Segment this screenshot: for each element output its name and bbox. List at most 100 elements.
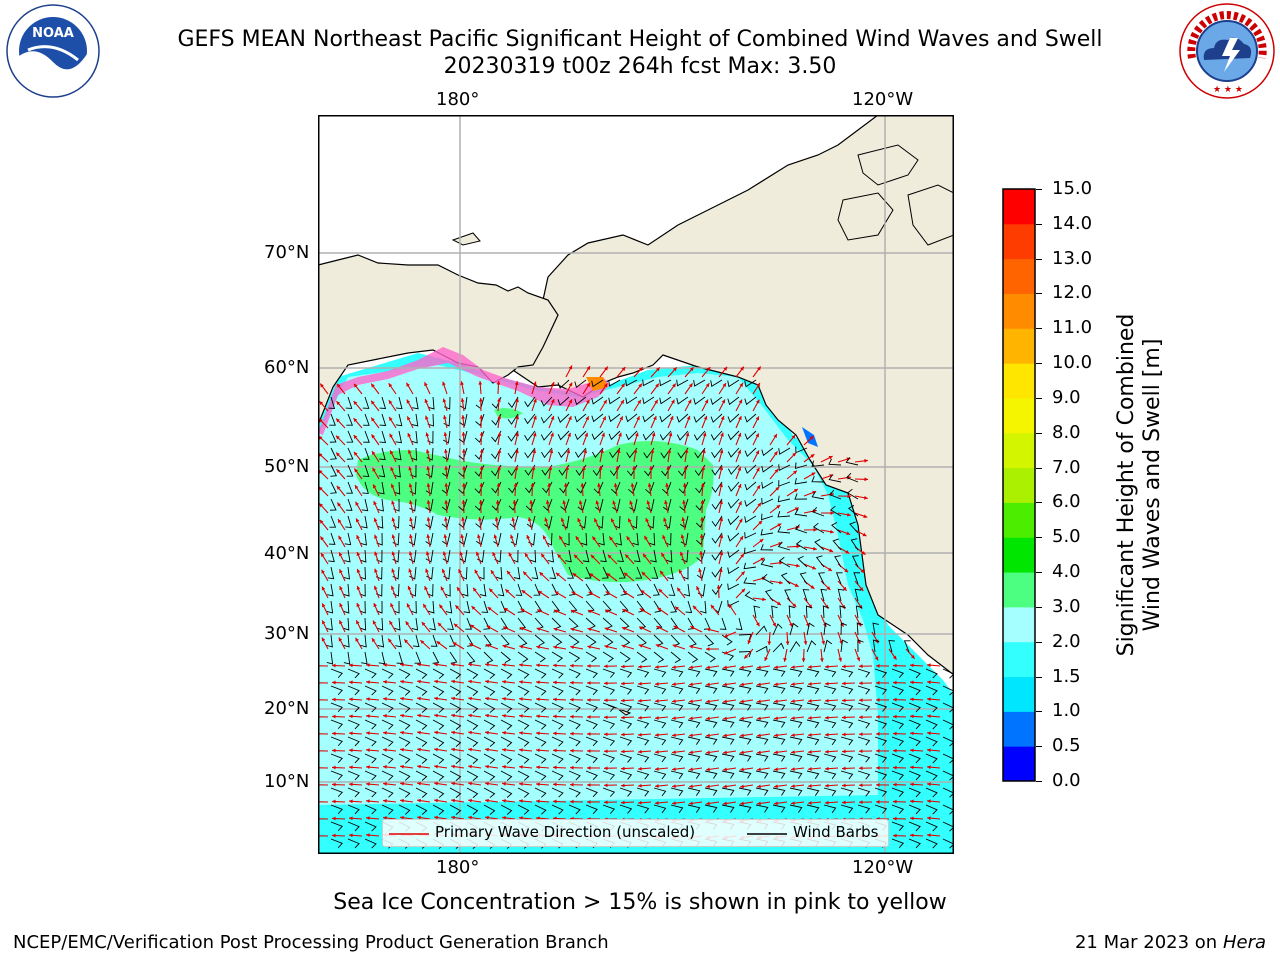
wave-direction-arrowhead (719, 500, 723, 505)
wind-barb (619, 804, 633, 814)
wave-direction-arrowhead (408, 483, 413, 488)
wind-barb (772, 642, 785, 653)
wave-direction-arrowhead (604, 800, 608, 805)
wave-direction-arrowhead (336, 435, 340, 440)
wave-direction-arrowhead (532, 449, 537, 454)
wind-barb (364, 838, 377, 849)
wave-direction-arrowhead (621, 783, 625, 788)
wind-barb (483, 668, 496, 679)
wave-direction-arrowhead (371, 638, 376, 643)
wind-barb (683, 583, 691, 597)
wind-barb (377, 634, 385, 648)
wind-barb (704, 719, 718, 728)
wind-barb (330, 447, 337, 460)
wave-direction-arrowhead (846, 531, 851, 536)
wind-barb (347, 804, 360, 815)
wave-direction-arrowhead (927, 765, 931, 770)
wind-barb (517, 600, 525, 613)
wind-barb (347, 838, 360, 849)
wave-direction-arrowhead (927, 731, 931, 736)
wind-barb (685, 600, 693, 613)
wind-barb (558, 447, 570, 458)
wind-barb (449, 719, 462, 730)
colorbar-tick-label: 3.0 (1052, 595, 1081, 617)
wind-barb (517, 770, 530, 781)
wave-direction-arrowhead (607, 554, 612, 559)
wave-direction-arrowhead (557, 554, 562, 559)
wave-direction-arrowhead (744, 654, 749, 659)
wave-direction-arrowhead (425, 568, 429, 573)
wind-barb (682, 566, 689, 580)
wave-direction-arrowhead (485, 643, 490, 648)
colorbar-tick-mark (1036, 189, 1042, 190)
wind-barb (449, 753, 462, 764)
wave-direction-arrowhead (519, 680, 523, 684)
wave-direction-arrowhead (383, 765, 387, 769)
wave-direction-arrowhead (322, 603, 326, 608)
wind-barb (534, 787, 547, 798)
wind-barb (772, 736, 786, 745)
wave-direction-arrowhead (791, 716, 795, 721)
wind-barb (602, 770, 616, 780)
wave-direction-arrowhead (366, 782, 370, 787)
wave-direction-arrowhead (451, 747, 455, 752)
wind-barb (828, 458, 842, 466)
wind-barb (551, 719, 564, 730)
wind-barb (744, 396, 757, 406)
wave-direction-arrowhead (400, 662, 404, 667)
wave-direction-arrowhead (451, 815, 455, 820)
wind-barb (760, 544, 774, 551)
wind-barb (379, 396, 387, 409)
wave-direction-arrowhead (615, 466, 620, 470)
wind-barb (398, 719, 411, 730)
wind-barb (727, 498, 740, 509)
wind-barb (412, 396, 419, 410)
wave-direction-arrowhead (910, 799, 914, 804)
wave-direction-legend-line (389, 833, 429, 835)
wind-barb (525, 498, 536, 511)
wave-direction-arrowhead (366, 714, 370, 719)
wave-direction-arrowhead (876, 714, 880, 719)
land-alaska-canada (497, 115, 954, 676)
wave-direction-arrowhead (332, 816, 336, 821)
wave-direction-arrowhead (842, 681, 846, 686)
colorbar-segment (1003, 223, 1035, 260)
wind-barb (500, 651, 511, 664)
wind-barb (908, 787, 921, 798)
colorbar-segment (1003, 502, 1035, 538)
wind-barb (585, 787, 598, 798)
wave-direction-arrowhead (842, 749, 846, 754)
wave-direction-arrowhead (366, 680, 370, 685)
wind-barb (364, 668, 377, 679)
wind-barb (408, 515, 417, 529)
wind-barb (524, 447, 536, 459)
wind-barb (602, 787, 616, 797)
wave-direction-arrowhead (390, 585, 395, 590)
wave-direction-arrowhead (574, 554, 578, 559)
wave-direction-arrowhead (623, 572, 628, 577)
wind-barb (345, 515, 352, 529)
wind-barb (610, 481, 621, 494)
wave-direction-arrowhead (825, 715, 829, 720)
wind-barb (625, 379, 638, 387)
wave-direction-arrowhead (536, 663, 540, 668)
wave-direction-arrowhead (630, 483, 635, 487)
wave-direction-arrowhead (706, 665, 710, 670)
wind-barb (823, 702, 837, 712)
wind-barb (591, 379, 604, 388)
wind-barb (415, 736, 428, 747)
wind-barb (653, 736, 667, 746)
wave-direction-arrowhead (425, 551, 430, 556)
wave-direction-arrowhead (453, 623, 458, 628)
wind-barb (744, 591, 757, 602)
wave-direction-arrowhead (353, 401, 358, 405)
wind-barb (856, 622, 864, 636)
wave-direction-arrowhead (532, 381, 537, 386)
wind-barb (534, 736, 547, 747)
wave-direction-arrowhead (451, 764, 455, 769)
wave-direction-arrowhead (847, 494, 851, 499)
wave-direction-arrowhead (760, 557, 765, 562)
wave-direction-arrowhead (526, 535, 531, 540)
wave-direction-arrowhead (424, 586, 428, 591)
wave-direction-arrowhead (629, 500, 633, 505)
